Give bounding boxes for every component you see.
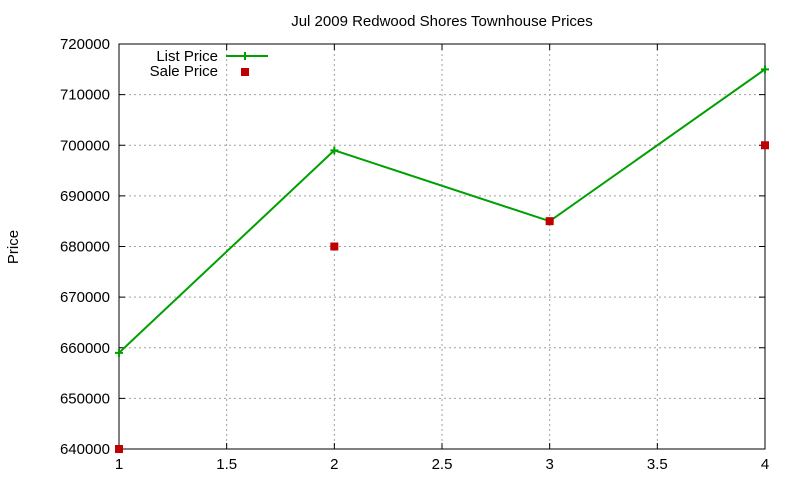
data-point-sale-price [545,217,554,226]
chart-title: Jul 2009 Redwood Shores Townhouse Prices [291,13,593,30]
x-tick-label: 1.5 [216,456,237,473]
y-tick-label: 680000 [60,239,110,256]
legend-marker-sale-price [241,68,249,76]
x-tick-label: 1 [115,456,123,473]
y-axis-label: Price [5,230,22,264]
x-tick-label: 3 [545,456,553,473]
data-point-list-price [761,65,769,74]
x-tick-label: 3.5 [647,456,668,473]
y-tick-label: 670000 [60,289,110,306]
legend-marker-list-price [241,52,249,60]
x-tick-label: 2.5 [432,456,453,473]
x-tick-label: 4 [761,456,769,473]
series [115,65,769,453]
legend-label-list-price: List Price [156,48,218,65]
data-point-sale-price [761,141,769,150]
x-tick-label: 2 [330,456,338,473]
legend: List Price Sale Price [150,48,268,80]
data-point-list-price [330,146,339,155]
y-tick-label: 640000 [60,441,110,458]
series-line-list-price [118,68,766,354]
y-tick-label: 720000 [60,36,110,53]
y-tick-label: 660000 [60,340,110,357]
y-tick-label: 700000 [60,137,110,154]
y-tick-label: 690000 [60,188,110,205]
grid [119,44,765,449]
y-tick-label: 650000 [60,390,110,407]
axis-ticks: 1 1.5 2 2.5 3 3.5 4 640000 650000 660000 670000 680… [60,36,769,473]
data-point-sale-price [330,242,339,251]
data-point-list-price [115,348,123,357]
y-tick-label: 710000 [60,87,110,104]
data-point-sale-price [115,445,123,453]
legend-label-sale-price: Sale Price [150,63,218,80]
